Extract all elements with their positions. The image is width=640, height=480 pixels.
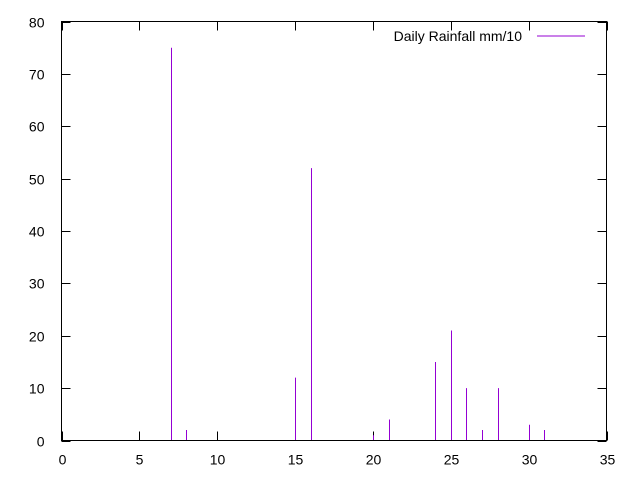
legend: Daily Rainfall mm/10 — [394, 28, 585, 44]
x-tick-label: 20 — [366, 452, 382, 468]
x-tick-label: 0 — [59, 452, 67, 468]
data-marks — [171, 47, 545, 441]
y-tick-label: 40 — [29, 224, 45, 240]
y-tick-label: 60 — [29, 119, 45, 135]
y-tick-label: 30 — [29, 276, 45, 292]
plot-frame — [61, 21, 607, 441]
x-tick-label: 30 — [522, 452, 538, 468]
y-tick-label: 20 — [29, 329, 45, 345]
y-tick-label: 50 — [29, 172, 45, 188]
x-tick-label: 5 — [136, 452, 144, 468]
y-tick-label: 80 — [29, 15, 45, 31]
y-tick-label: 0 — [37, 434, 45, 450]
x-tick-label: 15 — [288, 452, 304, 468]
x-tick-label: 25 — [444, 452, 460, 468]
y-tick-label: 70 — [29, 67, 45, 83]
y-tick-label: 10 — [29, 381, 45, 397]
x-tick-label: 10 — [210, 452, 226, 468]
legend-label: Daily Rainfall mm/10 — [394, 28, 523, 44]
x-tick-label: 35 — [600, 452, 616, 468]
